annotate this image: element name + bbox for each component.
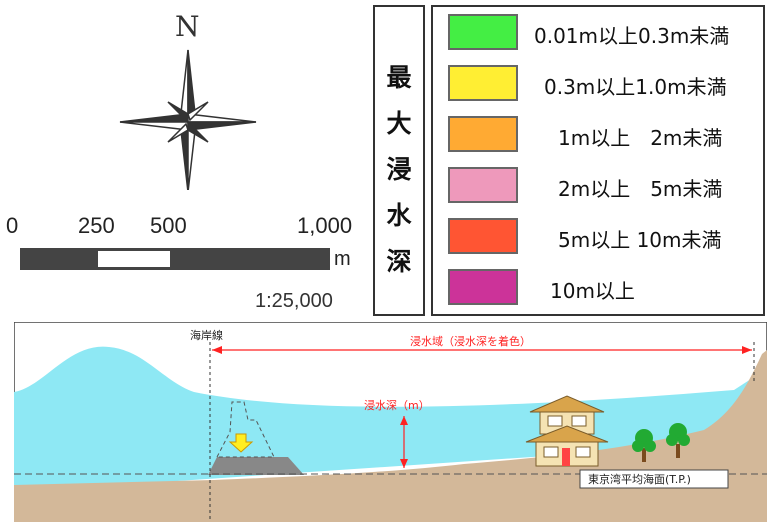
legend-title-box: 最 大 浸 水 深	[373, 5, 425, 316]
scale-tick-250: 250	[78, 213, 115, 238]
scale-unit: m	[334, 248, 351, 270]
legend-label: 0.01m以上0.3m未満	[534, 24, 730, 48]
legend-item: 1m以上 2m未満	[448, 116, 767, 156]
datum-label: 東京湾平均海面(T.P.)	[588, 472, 691, 486]
legend-label: 2m以上 5m未満	[558, 177, 723, 201]
inundation-cross-section: 海岸線 浸水域（浸水深を着色） 浸水深（m） 東京湾平均海面(T.P.)	[14, 322, 767, 522]
legend-title-char: 大	[386, 109, 412, 138]
legend-item: 5m以上 10m未満	[448, 218, 767, 258]
compass-rose: N	[118, 10, 258, 190]
scale-bar	[20, 248, 330, 270]
tree-icon	[632, 423, 690, 462]
legend-item: 10m以上	[448, 269, 767, 309]
floodwater	[14, 346, 754, 492]
legend-swatch	[448, 269, 518, 305]
inundation-area-label: 浸水域（浸水深を着色）	[410, 334, 531, 348]
legend-label: 1m以上 2m未満	[558, 126, 723, 150]
legend-title-char: 水	[386, 201, 412, 230]
legend-title-char: 深	[386, 247, 412, 276]
legend-title-char: 浸	[386, 155, 412, 184]
scale-tick-1000: 1,000	[297, 213, 353, 238]
house-icon	[525, 395, 609, 467]
scale-tick-0: 0	[6, 213, 19, 238]
legend-item: 0.01m以上0.3m未満	[448, 14, 767, 54]
legend: 0.01m以上0.3m未満 0.3m以上1.0m未満 1m以上 2m未満 2m以…	[431, 5, 765, 316]
legend-swatch	[448, 14, 518, 50]
legend-swatch	[448, 167, 518, 203]
inundation-depth-label: 浸水深（m）	[364, 399, 430, 412]
legend-item: 2m以上 5m未満	[448, 167, 767, 207]
compass-rose-icon	[119, 49, 257, 190]
legend-swatch	[448, 116, 518, 152]
coastline-label: 海岸線	[190, 328, 223, 342]
north-label: N	[175, 10, 200, 43]
legend-label: 10m以上	[550, 279, 635, 303]
scale-tick-500: 500	[150, 213, 187, 238]
legend-label: 5m以上 10m未満	[558, 228, 722, 252]
down-arrow-icon	[228, 433, 254, 453]
land	[14, 350, 767, 522]
legend-swatch	[448, 65, 518, 101]
legend-swatch	[448, 218, 518, 254]
scale-ratio: 1:25,000	[255, 290, 333, 312]
legend-item: 0.3m以上1.0m未満	[448, 65, 767, 105]
legend-label: 0.3m以上1.0m未満	[544, 75, 727, 99]
legend-title-char: 最	[386, 63, 412, 92]
